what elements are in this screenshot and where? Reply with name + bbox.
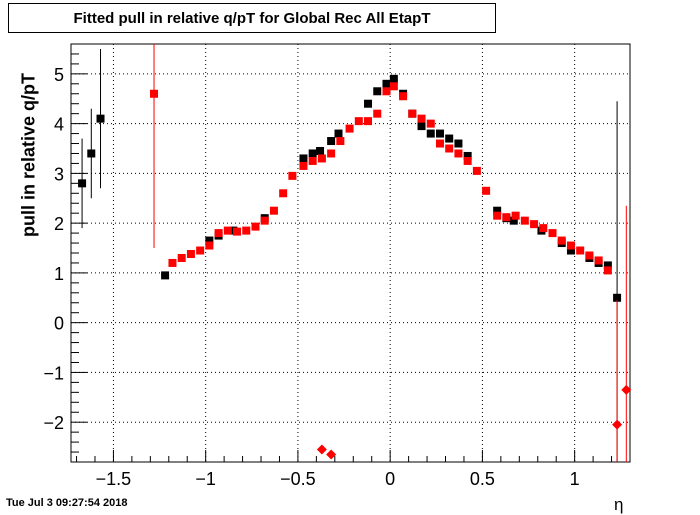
x-tick-label: −1.5 bbox=[96, 469, 132, 489]
data-point bbox=[336, 137, 345, 146]
data-point bbox=[87, 149, 96, 158]
x-tick-label: −0.5 bbox=[280, 469, 316, 489]
plot-frame bbox=[70, 43, 631, 463]
data-point bbox=[463, 156, 472, 165]
data-point bbox=[445, 144, 454, 153]
data-point bbox=[316, 146, 325, 155]
data-point bbox=[299, 161, 308, 170]
data-point bbox=[299, 154, 308, 163]
data-point bbox=[576, 246, 585, 255]
y-tick-label: 0 bbox=[54, 314, 64, 334]
data-point bbox=[482, 186, 491, 195]
data-point bbox=[242, 226, 251, 235]
data-point bbox=[364, 99, 373, 108]
data-point bbox=[493, 206, 502, 215]
data-point bbox=[327, 137, 336, 146]
data-point bbox=[463, 151, 472, 160]
x-axis-label: η bbox=[614, 495, 624, 514]
data-point bbox=[364, 117, 373, 126]
data-point bbox=[205, 241, 214, 250]
data-point bbox=[435, 129, 444, 138]
y-tick-label: 4 bbox=[54, 115, 64, 135]
data-point bbox=[373, 109, 382, 118]
data-point bbox=[186, 249, 195, 258]
y-tick-label: 5 bbox=[54, 65, 64, 85]
data-point bbox=[417, 122, 426, 131]
data-point bbox=[509, 216, 518, 225]
data-point bbox=[493, 211, 502, 220]
data-point bbox=[233, 227, 242, 236]
data-point bbox=[585, 251, 594, 260]
data-point bbox=[354, 117, 363, 126]
data-point bbox=[317, 154, 326, 163]
data-point bbox=[548, 229, 557, 238]
data-point bbox=[150, 89, 159, 98]
data-point bbox=[260, 216, 269, 225]
data-point bbox=[308, 149, 317, 158]
data-point bbox=[96, 114, 105, 123]
y-tick-label: −2 bbox=[43, 413, 64, 433]
data-point bbox=[502, 213, 511, 222]
data-point bbox=[426, 119, 435, 128]
x-tick-label: 1 bbox=[570, 469, 580, 489]
y-tick-label: 2 bbox=[54, 214, 64, 234]
data-point bbox=[223, 226, 232, 235]
data-point bbox=[177, 253, 186, 262]
chart-title: Fitted pull in relative q/pT for Global … bbox=[8, 3, 496, 33]
data-point bbox=[334, 129, 343, 138]
data-point bbox=[445, 134, 454, 143]
data-point bbox=[205, 236, 214, 245]
y-tick-label: 1 bbox=[54, 264, 64, 284]
data-point bbox=[279, 189, 288, 198]
data-point bbox=[269, 206, 278, 215]
data-point bbox=[78, 179, 87, 188]
data-point bbox=[454, 149, 463, 158]
data-point bbox=[454, 139, 463, 148]
data-point-diamond bbox=[612, 419, 623, 430]
data-point bbox=[566, 246, 575, 255]
data-point bbox=[251, 222, 260, 231]
data-point bbox=[530, 220, 539, 229]
data-point bbox=[435, 139, 444, 148]
data-point bbox=[382, 87, 391, 96]
data-point bbox=[472, 166, 481, 175]
data-point bbox=[196, 246, 205, 255]
y-tick-label: 3 bbox=[54, 164, 64, 184]
data-point bbox=[520, 216, 529, 225]
y-tick-label: −1 bbox=[43, 363, 64, 383]
data-point bbox=[389, 82, 398, 91]
data-point bbox=[426, 129, 435, 138]
data-point bbox=[214, 229, 223, 238]
data-point-diamond bbox=[316, 444, 327, 455]
data-point bbox=[373, 87, 382, 96]
data-point bbox=[613, 293, 622, 302]
data-point bbox=[389, 74, 398, 83]
data-point-diamond bbox=[621, 384, 632, 395]
data-point bbox=[288, 171, 297, 180]
chart-title-text: Fitted pull in relative q/pT for Global … bbox=[73, 9, 431, 27]
data-point bbox=[327, 149, 336, 158]
x-tick-label: −1 bbox=[195, 469, 216, 489]
data-point bbox=[399, 92, 408, 101]
data-point bbox=[511, 211, 520, 220]
data-point bbox=[594, 256, 603, 265]
data-point bbox=[161, 271, 170, 280]
data-point bbox=[603, 266, 612, 275]
data-point bbox=[566, 241, 575, 250]
y-axis-label-text: pull in relative q/pT bbox=[18, 72, 39, 238]
data-point bbox=[417, 114, 426, 123]
data-point bbox=[308, 156, 317, 165]
data-point bbox=[408, 109, 417, 118]
data-point bbox=[382, 79, 391, 88]
data-point bbox=[603, 261, 612, 270]
x-tick-label: 0 bbox=[385, 469, 395, 489]
data-point bbox=[345, 124, 354, 133]
data-point bbox=[168, 258, 177, 267]
data-point-diamond bbox=[326, 449, 337, 460]
data-point bbox=[557, 236, 566, 245]
x-tick-label: 0.5 bbox=[470, 469, 495, 489]
data-point bbox=[539, 224, 548, 233]
timestamp: Tue Jul 3 09:27:54 2018 bbox=[6, 497, 128, 509]
